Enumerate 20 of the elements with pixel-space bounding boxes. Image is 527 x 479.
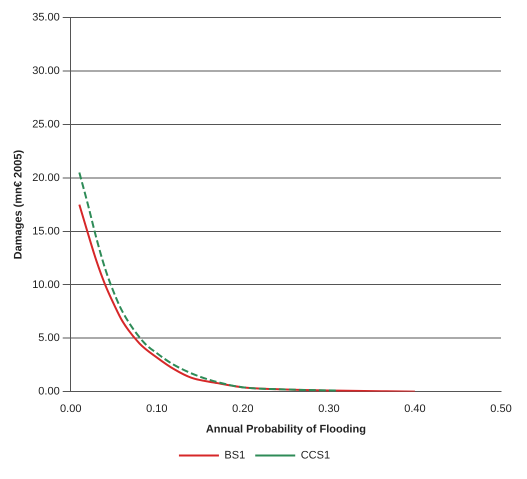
x-tick-label: 0.30	[318, 403, 340, 416]
legend-label: CCS1	[300, 450, 330, 462]
x-tick-label: 0.20	[232, 403, 254, 416]
line-series	[78, 204, 416, 392]
x-tick-label: 0.50	[490, 403, 512, 416]
legend-label: BS1	[224, 450, 246, 462]
y-tick-label: 30.00	[32, 65, 60, 78]
y-tick-label: 15.00	[32, 225, 60, 238]
x-axis-title: Annual Probability of Flooding	[206, 423, 366, 436]
y-tick-label: 10.00	[32, 278, 60, 291]
x-tick-label: 0.00	[60, 403, 82, 416]
y-tick-label: 5.00	[38, 332, 60, 344]
y-tick-label: 20.00	[32, 172, 60, 184]
y-tick-label: 25.00	[32, 118, 60, 130]
x-tick-label: 0.40	[404, 403, 426, 416]
y-axis-title: Damages (mn€ 2005)	[12, 150, 25, 260]
y-tick-label: 35.00	[32, 12, 60, 24]
line-series	[78, 172, 338, 392]
x-tick-label: 0.10	[146, 403, 168, 416]
y-tick-label: 0.00	[38, 386, 60, 398]
